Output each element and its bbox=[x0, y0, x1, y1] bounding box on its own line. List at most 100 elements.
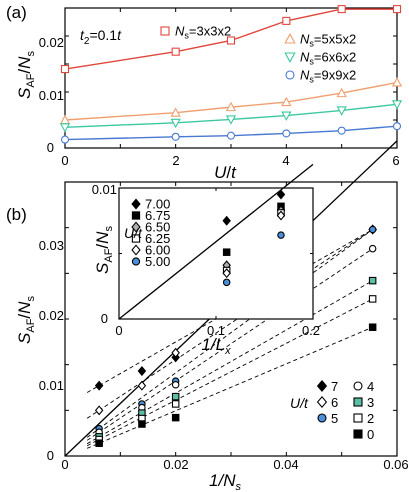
panel-b-legend-label-7: 7 bbox=[331, 379, 338, 394]
panel-a-point-2-1 bbox=[170, 118, 181, 129]
panel-a-point-2-2 bbox=[225, 115, 237, 125]
panel-b-ytick-0: 0 bbox=[47, 448, 54, 463]
inset-legend-marker-6.75 bbox=[131, 211, 141, 220]
panel-b-point-3-2 bbox=[171, 392, 180, 401]
inset-legend-label-6.00: 6.00 bbox=[145, 243, 170, 258]
panel-b-legend-label-5: 5 bbox=[331, 411, 338, 426]
panel-b-point-7-1 bbox=[137, 366, 147, 377]
panel-b-legend-marker-2 bbox=[353, 413, 363, 423]
inset-legend-marker-6.50 bbox=[131, 221, 141, 233]
panel-b-legend-marker-3 bbox=[353, 397, 363, 407]
panel-b-point-0-1 bbox=[138, 420, 146, 428]
panel-a-point-0-5 bbox=[392, 5, 402, 14]
panel-a-point-1-3 bbox=[281, 96, 292, 107]
inset-legend-marker-5.00 bbox=[131, 257, 141, 266]
panel-a-point-3-4 bbox=[337, 126, 346, 135]
inset-legend-label-6.50: 6.50 bbox=[145, 220, 170, 235]
panel-a-line-2 bbox=[64, 103, 398, 128]
panel-a-legend-marker-0 bbox=[160, 26, 170, 36]
panel-a-line-3 bbox=[64, 125, 398, 141]
panel-a-legend-marker-1 bbox=[284, 33, 296, 44]
inset-xtick-0.1: 0.1 bbox=[207, 323, 225, 338]
inset-legend-marker-7.00 bbox=[131, 198, 141, 210]
panel-b-fit-0 bbox=[86, 326, 373, 449]
inset-ytick-0.01: 0.01 bbox=[92, 182, 117, 197]
panel-b-legend-marker-4 bbox=[353, 381, 363, 391]
panel-a-legend-marker-2 bbox=[284, 52, 296, 63]
panel-b-legend-marker-6 bbox=[316, 395, 328, 409]
panel-b-xtick-0.02: 0.02 bbox=[163, 457, 188, 472]
panel-b-point-6-0 bbox=[94, 405, 104, 416]
panel-a-legend-label-2: Ns=6x6x2 bbox=[300, 50, 356, 67]
panel-a-legend-label-0: Ns=3x3x2 bbox=[175, 24, 231, 41]
panel-b-fit-6 bbox=[86, 229, 373, 419]
panel-b-point-6-2 bbox=[171, 347, 180, 358]
panel-a-point-0-4 bbox=[337, 5, 346, 14]
panel-b-fit-2 bbox=[86, 298, 373, 447]
panel-a-ylabel: SAF/Ns bbox=[15, 51, 37, 99]
inset-series bbox=[222, 189, 286, 287]
panel-a-point-1-5 bbox=[391, 77, 403, 87]
panel-a-point-0-1 bbox=[171, 47, 180, 56]
panel-b-ylabel: SAF/Ns bbox=[15, 296, 37, 344]
panel-b-legend-marker-5 bbox=[317, 413, 327, 423]
inset-legend: 7.006.756.506.256.005.00U/t bbox=[124, 197, 170, 270]
panel-b-point-6-1 bbox=[137, 380, 147, 391]
panel-a-point-3-0 bbox=[60, 135, 70, 144]
inset-ylabel: SAF/Ns bbox=[93, 226, 115, 274]
panel-b-ytick-0.01: 0.01 bbox=[39, 378, 64, 393]
panel-a-point-2-3 bbox=[281, 111, 292, 121]
panel-b-point-0-0 bbox=[95, 439, 103, 447]
panel-a-annotation: t2=0.1t bbox=[80, 27, 122, 47]
panel-a-point-0-2 bbox=[226, 36, 236, 45]
panel-b-point-4-2 bbox=[171, 381, 180, 389]
panel-a-point-3-2 bbox=[226, 131, 236, 140]
panel-b-legend-marker-0 bbox=[353, 429, 363, 439]
inset-legend-label-6.75: 6.75 bbox=[145, 208, 170, 223]
panel-a-point-2-4 bbox=[336, 106, 347, 116]
panel-a-point-1-1 bbox=[170, 107, 181, 117]
panel-a-point-1-4 bbox=[336, 87, 347, 98]
panel-b-point-0-3 bbox=[368, 323, 377, 331]
panel-b-legend-label-0: 0 bbox=[367, 427, 374, 442]
inset-legend-marker-6.25 bbox=[131, 234, 141, 243]
panel-a-point-0-3 bbox=[282, 16, 291, 25]
inset-legend-label-7.00: 7.00 bbox=[145, 197, 170, 212]
inset-point-7.00-0 bbox=[222, 215, 231, 226]
panel-b-fit-5 bbox=[86, 229, 373, 438]
panel-a-xlabel: U/t bbox=[214, 163, 237, 182]
panel-a-xtick-6: 6 bbox=[392, 153, 399, 168]
inset-xtick-0.2: 0.2 bbox=[302, 323, 320, 338]
panel-b-point-0-2 bbox=[171, 413, 180, 422]
panel-b-series bbox=[94, 224, 377, 447]
panel-b-axes bbox=[64, 181, 398, 457]
panel-a-legend-label-3: Ns=9x9x2 bbox=[300, 68, 356, 85]
panel-b-legend-label-6: 6 bbox=[331, 395, 338, 410]
panel-a-label: (a) bbox=[6, 3, 27, 22]
panel-b-label: (b) bbox=[6, 205, 27, 224]
panel-b-point-2-2 bbox=[171, 400, 180, 408]
panel-a-point-1-2 bbox=[225, 101, 237, 112]
panel-a-xtick-0: 0 bbox=[61, 153, 68, 168]
panel-b-xlabel: 1/Ns bbox=[209, 471, 241, 492]
inset-legend-marker-6.00 bbox=[131, 244, 141, 256]
panel-b-point-3-3 bbox=[368, 276, 377, 285]
panel-b-xtick-0.06: 0.06 bbox=[383, 457, 408, 472]
panel-a-point-2-0 bbox=[59, 123, 71, 133]
inset-xlabel: 1/Lx bbox=[201, 335, 231, 357]
panel-b-legend-label-2: 2 bbox=[367, 411, 374, 426]
inset-legend-label-5.00: 5.00 bbox=[145, 254, 170, 269]
panel-b-legend-title: U/t bbox=[290, 395, 309, 411]
inset-point-6.00-1 bbox=[276, 210, 286, 221]
inset-legend-title: U/t bbox=[124, 225, 143, 241]
panel-b-point-5-3 bbox=[368, 225, 377, 234]
panel-b-ytick-0.02: 0.02 bbox=[39, 308, 64, 323]
panel-a-ytick-0.01: 0.01 bbox=[39, 88, 64, 103]
inset-xtick-0: 0 bbox=[115, 323, 122, 338]
inset-point-6.00-0 bbox=[222, 268, 231, 279]
panel-a-xtick-4: 4 bbox=[282, 153, 289, 168]
panel-a-line-0 bbox=[64, 8, 397, 70]
